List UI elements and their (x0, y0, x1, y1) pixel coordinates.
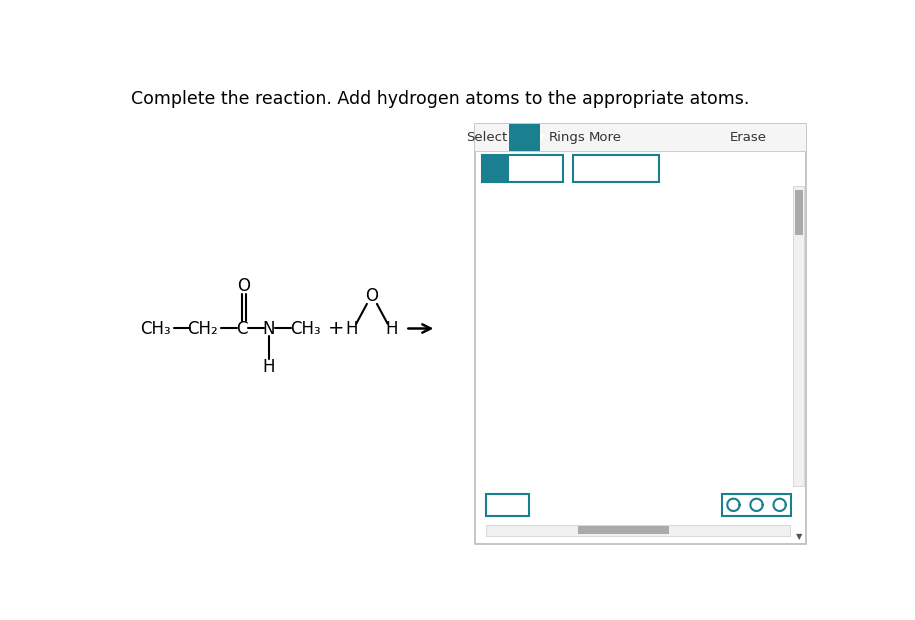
Text: ▼: ▼ (796, 532, 802, 541)
Bar (722, 494, 791, 516)
Bar (486, 525, 791, 536)
Text: More: More (589, 131, 622, 144)
Bar (475, 125, 806, 151)
Bar (573, 155, 659, 182)
Text: H: H (599, 161, 610, 175)
Text: Select: Select (466, 131, 507, 144)
Bar (793, 186, 804, 486)
Text: H: H (345, 319, 358, 337)
Bar (510, 125, 540, 151)
Text: ❖: ❖ (748, 495, 765, 515)
Text: ►: ► (781, 526, 788, 534)
Text: ↺: ↺ (490, 496, 504, 514)
Text: CH₃: CH₃ (290, 319, 320, 337)
Bar (482, 155, 564, 182)
Text: ⊕: ⊕ (726, 495, 742, 515)
Text: +: + (328, 319, 344, 338)
Text: Draw: Draw (505, 131, 544, 144)
Text: O: O (642, 161, 653, 175)
Text: Complete the reaction. Add hydrogen atoms to the appropriate atoms.: Complete the reaction. Add hydrogen atom… (131, 90, 748, 108)
Bar (475, 125, 806, 544)
Text: N: N (263, 319, 275, 337)
Text: C: C (578, 161, 588, 175)
Text: CH₃: CH₃ (140, 319, 170, 337)
Bar (486, 494, 530, 516)
Text: CH₂: CH₂ (188, 319, 219, 337)
Text: ⊖: ⊖ (771, 495, 788, 515)
Text: C: C (236, 319, 248, 337)
Text: O: O (237, 277, 250, 295)
Bar (482, 155, 510, 182)
Text: Erase: Erase (729, 131, 767, 144)
Text: H: H (385, 319, 398, 337)
Text: H: H (263, 358, 275, 376)
Text: O: O (365, 287, 378, 305)
Text: ↻: ↻ (511, 496, 526, 514)
Text: ◄: ◄ (489, 526, 495, 534)
Bar (795, 190, 802, 235)
Bar (577, 526, 669, 534)
Text: N: N (621, 161, 631, 175)
Text: 2: 2 (752, 498, 761, 511)
Text: Rings: Rings (549, 131, 586, 144)
